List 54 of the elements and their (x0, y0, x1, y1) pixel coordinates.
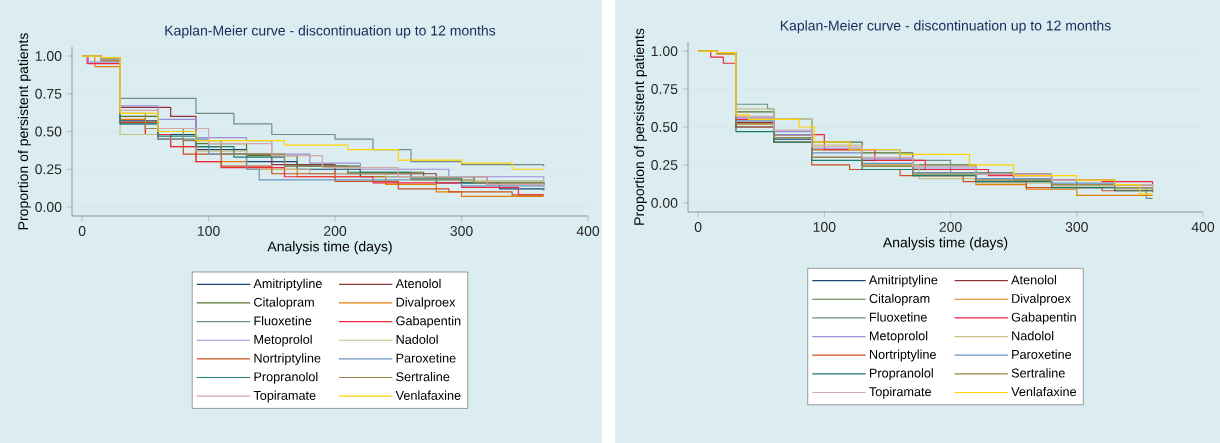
legend-label: Nortriptyline (869, 349, 936, 362)
legend-label: Paroxetine (1012, 349, 1072, 359)
x-tick-label: 200 (939, 222, 962, 232)
x-tick-label: 200 (324, 226, 347, 236)
legend-label: Topiramate (253, 390, 316, 403)
y-tick-label: 0.25 (651, 160, 678, 170)
chart-title: Kaplan-Meier curve - discontinuation up to 12 months (165, 25, 496, 39)
legend-label: Divalproex (396, 297, 456, 310)
y-tick-label: 0.75 (35, 88, 62, 99)
legend-label: Fluoxetine (254, 315, 312, 326)
legend-label: Propranolol (254, 371, 318, 384)
y-tick-label: 0.50 (35, 126, 62, 137)
y-tick-label: 0.00 (35, 202, 62, 212)
x-axis-title: Analysis time (days) (882, 237, 1008, 251)
y-axis-title: Proportion of persistent patients (633, 28, 647, 225)
legend-label: Gabapentin (396, 315, 461, 328)
y-axis-title: Proportion of persistent patients (17, 33, 31, 230)
legend-label: Gabapentin (1011, 312, 1076, 325)
legend-label: Sertraline (1011, 368, 1065, 378)
legend-label: Atenolol (395, 278, 441, 289)
legend-label: Amitriptyline (253, 278, 322, 291)
legend-label: Nadolol (1012, 330, 1054, 341)
legend-label: Venlafaxine (395, 390, 461, 400)
x-tick-label: 100 (813, 222, 836, 232)
x-tick-label: 100 (197, 226, 220, 236)
y-tick-label: 0.00 (651, 197, 678, 208)
legend-label: Amitriptyline (868, 275, 938, 287)
x-tick-label: 300 (1065, 222, 1088, 232)
legend-label: Topiramate (869, 386, 932, 399)
legend-label: Atenolol (1011, 275, 1057, 285)
x-axis-title: Analysis time (days) (267, 241, 392, 255)
y-tick-label: 1.00 (35, 51, 62, 62)
legend-label: Citalopram (254, 297, 314, 310)
legend-label: Venlafaxine (1011, 386, 1077, 397)
y-tick-label: 0.75 (651, 84, 678, 95)
x-tick-label: 0 (78, 226, 86, 236)
legend-label: Metoprolol (254, 334, 312, 347)
y-tick-label: 1.00 (651, 46, 678, 57)
x-tick-label: 0 (694, 222, 702, 232)
x-tick-label: 400 (576, 226, 600, 236)
legend-label: Citalopram (869, 293, 930, 306)
y-tick-label: 0.25 (35, 164, 62, 175)
legend-label: Sertraline (396, 371, 450, 382)
legend-label: Nortriptyline (254, 353, 321, 366)
legend-label: Propranolol (869, 368, 933, 381)
legend-label: Paroxetine (396, 353, 456, 363)
legend-label: Nadolol (396, 334, 438, 344)
legend-label: Divalproex (1012, 293, 1071, 306)
x-tick-label: 400 (1191, 222, 1215, 232)
legend-label: Metoprolol (869, 330, 928, 343)
legend-label: Fluoxetine (869, 312, 927, 322)
x-tick-label: 300 (450, 226, 473, 236)
chart-title: Kaplan-Meier curve - discontinuation up to 12 months (780, 20, 1111, 34)
y-tick-label: 0.50 (651, 122, 678, 132)
